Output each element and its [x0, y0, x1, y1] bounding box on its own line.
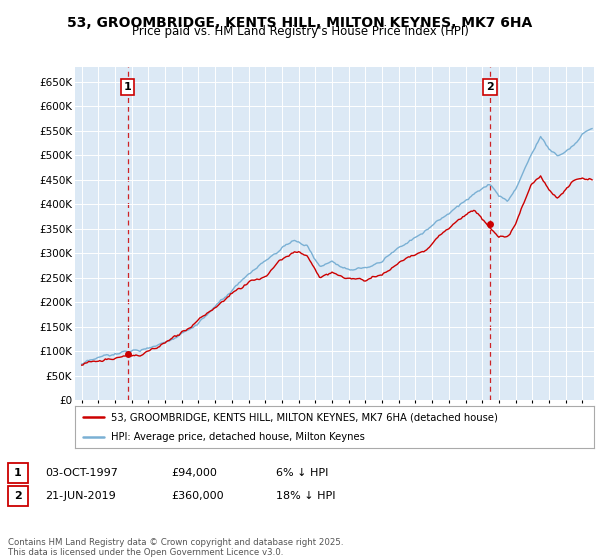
- Text: £360,000: £360,000: [171, 491, 224, 501]
- Text: Contains HM Land Registry data © Crown copyright and database right 2025.
This d: Contains HM Land Registry data © Crown c…: [8, 538, 343, 557]
- Text: 2: 2: [486, 82, 494, 92]
- Text: HPI: Average price, detached house, Milton Keynes: HPI: Average price, detached house, Milt…: [112, 432, 365, 442]
- Text: 03-OCT-1997: 03-OCT-1997: [45, 468, 118, 478]
- Text: 2: 2: [14, 491, 22, 501]
- Text: 21-JUN-2019: 21-JUN-2019: [45, 491, 116, 501]
- Text: 53, GROOMBRIDGE, KENTS HILL, MILTON KEYNES, MK7 6HA: 53, GROOMBRIDGE, KENTS HILL, MILTON KEYN…: [67, 16, 533, 30]
- Text: Price paid vs. HM Land Registry's House Price Index (HPI): Price paid vs. HM Land Registry's House …: [131, 25, 469, 38]
- Text: 6% ↓ HPI: 6% ↓ HPI: [276, 468, 328, 478]
- Text: £94,000: £94,000: [171, 468, 217, 478]
- Text: 53, GROOMBRIDGE, KENTS HILL, MILTON KEYNES, MK7 6HA (detached house): 53, GROOMBRIDGE, KENTS HILL, MILTON KEYN…: [112, 412, 498, 422]
- Text: 18% ↓ HPI: 18% ↓ HPI: [276, 491, 335, 501]
- Text: 1: 1: [14, 468, 22, 478]
- Text: 1: 1: [124, 82, 131, 92]
